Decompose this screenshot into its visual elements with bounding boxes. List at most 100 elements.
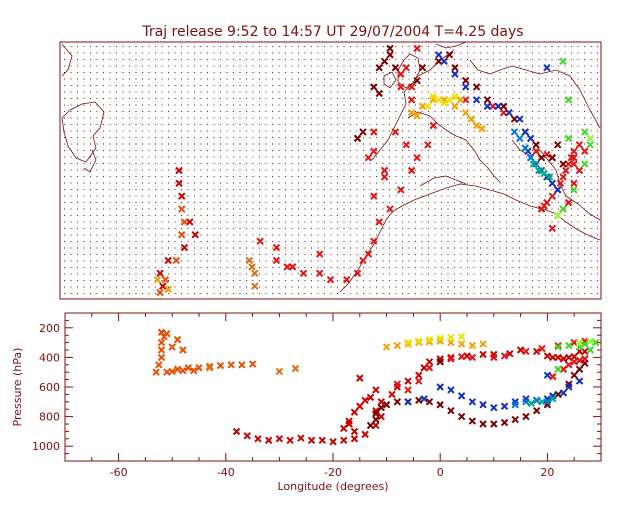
map-point — [570, 153, 578, 162]
y-tick-label: 400 — [39, 351, 60, 364]
pressure-point — [345, 417, 353, 425]
map-point — [251, 282, 259, 290]
pressure-point — [184, 364, 192, 372]
map-point — [548, 153, 557, 162]
map-point — [359, 256, 367, 265]
map-point — [251, 269, 259, 278]
chart-title: Traj release 9:52 to 14:57 UT 29/07/2004… — [141, 24, 523, 40]
coastline-mediterranean-south — [419, 175, 467, 187]
map-point — [370, 192, 378, 200]
pressure-point — [575, 377, 584, 385]
x-tick-label: 0 — [437, 466, 444, 479]
map-point — [156, 288, 164, 297]
map-point — [397, 70, 405, 78]
map-point — [370, 237, 378, 245]
coastline-north-america — [61, 101, 105, 173]
pressure-point — [307, 436, 316, 444]
map-point — [391, 63, 400, 72]
pressure-point — [173, 365, 182, 373]
pressure-point — [275, 367, 284, 376]
pressure-point — [538, 344, 546, 353]
map-point — [543, 150, 551, 159]
pressure-point — [179, 346, 187, 354]
pressure-point — [404, 386, 412, 394]
pressure-point — [559, 355, 568, 363]
pressure-point — [264, 436, 273, 444]
pressure-point — [581, 340, 589, 348]
pressure-point — [436, 334, 444, 342]
x-tick-label: 20 — [540, 466, 554, 479]
map-point — [526, 134, 535, 143]
pressure-point — [377, 398, 385, 406]
map-point — [570, 147, 578, 155]
pressure-point — [163, 368, 171, 376]
pressure-point — [157, 346, 166, 354]
pressure-point — [447, 386, 455, 394]
map-point — [386, 51, 394, 59]
map-point — [548, 224, 557, 233]
pressure-point — [415, 337, 423, 345]
pressure-point — [356, 402, 364, 410]
coastline-africa — [339, 183, 601, 293]
pressure-point — [168, 343, 176, 351]
map-point — [440, 57, 448, 65]
map-point — [172, 256, 181, 265]
map-point — [570, 186, 578, 194]
pressure-point — [457, 352, 466, 361]
pressure-point — [206, 364, 214, 372]
y-tick-label: 1000 — [32, 440, 60, 453]
map-point — [462, 108, 470, 117]
y-tick-label: 800 — [39, 411, 60, 424]
map-point — [581, 147, 589, 155]
pressure-point — [591, 338, 600, 347]
map-point — [559, 205, 567, 213]
pressure-point — [155, 361, 163, 369]
map-point — [159, 282, 167, 290]
pressure-point — [506, 349, 514, 358]
pressure-point — [404, 398, 412, 406]
pressure-point — [457, 340, 466, 348]
pressure-point — [532, 406, 541, 415]
map-point — [343, 276, 351, 284]
pressure-point — [565, 341, 573, 350]
pressure-point — [372, 415, 380, 424]
map-point — [375, 218, 383, 226]
map-point — [434, 96, 443, 104]
pressure-point — [361, 430, 369, 439]
map-point — [178, 205, 186, 213]
pressure-point — [457, 392, 466, 400]
map-point — [178, 192, 186, 200]
pressure-point — [565, 383, 573, 391]
map-point — [456, 96, 465, 104]
pressure-point — [157, 338, 166, 347]
pressure-panel: -60 -40 -20 0 20 200 400 600 800 1000 Longitude … — [11, 312, 602, 493]
map-point — [440, 99, 448, 107]
map-point — [407, 108, 416, 117]
pressure-point — [527, 399, 536, 407]
map-point — [434, 51, 443, 59]
pressure-point — [377, 404, 385, 412]
pressure-point — [543, 371, 552, 379]
map-point — [288, 263, 297, 271]
pressure-point — [436, 383, 444, 391]
pressure-point — [420, 395, 428, 403]
map-point — [472, 83, 481, 91]
map-point — [164, 285, 172, 294]
pressure-point — [350, 435, 359, 443]
pressure-point — [195, 364, 203, 372]
pressure-point — [415, 396, 423, 405]
map-point — [451, 92, 459, 101]
map-point — [315, 250, 324, 258]
pressure-point — [232, 427, 241, 436]
coastline-greenland-edge — [61, 43, 73, 77]
pressure-point — [479, 401, 487, 409]
pressure-point — [468, 417, 477, 425]
map-point — [353, 134, 362, 143]
pressure-trajectory-markers — [152, 328, 600, 446]
map-point — [554, 211, 562, 220]
pressure-point — [479, 350, 487, 359]
map-point — [564, 198, 573, 207]
map-point — [413, 153, 421, 162]
map-point — [586, 141, 594, 149]
pressure-point — [570, 371, 578, 379]
